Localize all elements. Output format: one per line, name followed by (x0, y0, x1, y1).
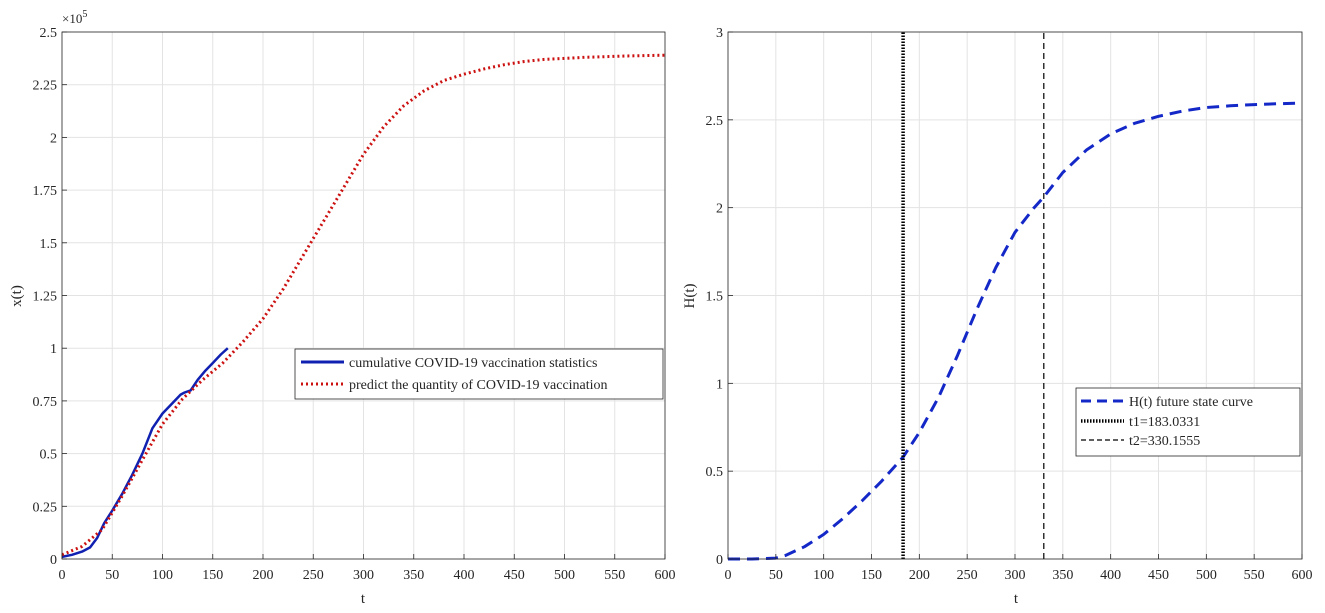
left-y-axis-label: x(t) (9, 285, 25, 307)
right-legend-label-t2: t2=330.1555 (1129, 434, 1200, 449)
left-x-tick-label: 350 (403, 568, 424, 583)
right-x-tick-label: 300 (1005, 568, 1026, 583)
left-grid (61, 31, 666, 560)
right-x-tick-label: 350 (1052, 568, 1073, 583)
right-legend: H(t) future state curve t1=183.0331 t2=3… (1075, 387, 1301, 457)
left-x-tick-label: 200 (253, 568, 274, 583)
right-series (728, 32, 1303, 561)
right-legend-label-t1: t1=183.0331 (1129, 415, 1200, 430)
right-x-tick-label: 600 (1292, 568, 1313, 583)
right-y-tick-label: 1 (716, 377, 723, 392)
right-y-tick-label: 0.5 (706, 465, 724, 480)
right-x-tick-label: 400 (1100, 568, 1121, 583)
left-legend-label-actual: cumulative COVID-19 vaccination statisti… (349, 356, 597, 371)
right-x-tick-label: 450 (1148, 568, 1169, 583)
left-y-ticks: 0 0.25 0.5 0.75 1 1.25 1.5 1.75 2 2.25 2.5 (33, 26, 67, 568)
left-series-line-1 (61, 347, 229, 559)
right-y-axis-label: H(t) (682, 284, 698, 309)
left-x-tick-label: 250 (303, 568, 324, 583)
right-x-tick-label: 100 (813, 568, 834, 583)
right-legend-box (1075, 387, 1301, 457)
left-y-tick-label: 1.5 (40, 237, 58, 252)
left-series (61, 53, 666, 559)
left-x-tick-label: 550 (604, 568, 625, 583)
right-y-tick-label: 2 (716, 202, 723, 217)
left-x-tick-label: 400 (454, 568, 475, 583)
left-x-tick-label: 450 (504, 568, 525, 583)
right-y-tick-label: 0 (716, 553, 723, 568)
left-x-ticks: 0 50 100 150 200 250 300 350 400 450 500 550 600 (59, 554, 676, 583)
left-y-tick-label: 0.5 (40, 448, 58, 463)
right-y-tick-label: 1.5 (706, 290, 724, 305)
right-x-ticks: 0 50 100 150 200 250 300 350 400 450 500 550 600 (725, 554, 1313, 583)
right-x-tick-label: 0 (725, 568, 732, 583)
right-x-tick-label: 200 (909, 568, 930, 583)
right-x-tick-label: 150 (861, 568, 882, 583)
left-y-tick-label: 0.25 (33, 500, 58, 515)
left-y-tick-label: 2.5 (40, 26, 58, 41)
left-y-tick-label: 1.25 (33, 290, 58, 305)
left-x-axis-label: t (361, 591, 366, 607)
left-x-tick-label: 100 (152, 568, 173, 583)
left-x-tick-label: 300 (353, 568, 374, 583)
right-x-axis-label: t (1014, 591, 1019, 607)
right-x-tick-label: 550 (1244, 568, 1265, 583)
left-legend: cumulative COVID-19 vaccination statisti… (294, 348, 664, 400)
left-x-tick-label: 150 (202, 568, 223, 583)
left-y-tick-label: 2.25 (33, 79, 58, 94)
left-x-tick-label: 600 (655, 568, 676, 583)
right-x-tick-label: 250 (957, 568, 978, 583)
right-legend-label-curve: H(t) future state curve (1129, 395, 1253, 410)
left-y-tick-label: 0.75 (33, 395, 58, 410)
right-y-tick-label: 2.5 (706, 114, 724, 129)
left-legend-box (294, 348, 664, 400)
right-x-tick-label: 50 (769, 568, 783, 583)
right-x-tick-label: 500 (1196, 568, 1217, 583)
left-chart: 0 50 100 150 200 250 300 350 400 450 500 550 600 0 0.… (9, 9, 676, 607)
left-y-tick-label: 1.75 (33, 184, 58, 199)
left-y-tick-label: 0 (50, 553, 57, 568)
right-series-line-1 (728, 101, 1303, 561)
right-chart: 0 50 100 150 200 250 300 350 400 450 500 550 600 0 0.… (682, 26, 1313, 607)
left-x-tick-label: 0 (59, 568, 66, 583)
left-y-tick-label: 2 (50, 131, 57, 146)
left-y-exponent: ×105 (62, 9, 87, 26)
left-y-tick-label: 1 (50, 342, 57, 357)
right-y-ticks: 0 0.5 1 1.5 2 2.5 3 (706, 26, 733, 568)
left-x-tick-label: 50 (105, 568, 119, 583)
left-x-tick-label: 500 (554, 568, 575, 583)
left-legend-label-predict: predict the quantity of COVID-19 vaccina… (349, 378, 608, 393)
right-y-tick-label: 3 (716, 26, 723, 41)
